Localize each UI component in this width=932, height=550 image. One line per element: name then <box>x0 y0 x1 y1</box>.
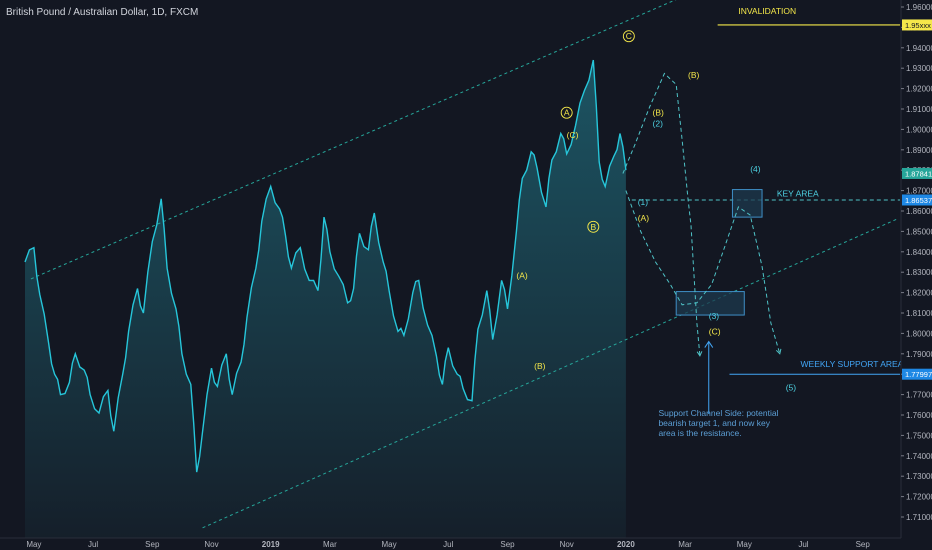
time-tick-label: 2020 <box>617 540 635 549</box>
wave-label[interactable]: (4) <box>750 164 761 174</box>
wave-annotations: INVALIDATION KEY AREA WEEKLY SUPPORT AREA C… <box>516 6 903 438</box>
wave-label[interactable]: (1) <box>638 197 649 207</box>
zone-boxes <box>675 189 763 316</box>
projection-paths <box>622 72 782 357</box>
time-tick-label: May <box>737 540 752 549</box>
price-tick-label: 1.94000 <box>906 44 932 53</box>
price-line-layer <box>24 59 627 473</box>
time-tick-label: Sep <box>856 540 871 549</box>
price-tag-last <box>902 167 932 179</box>
price-tick-label: 1.90000 <box>906 125 932 134</box>
time-tick-label: Sep <box>500 540 515 549</box>
note-arrowhead <box>704 340 714 348</box>
wave-label[interactable]: (C) <box>567 130 579 140</box>
time-tick-label: Jul <box>88 540 98 549</box>
time-tick-label: Mar <box>678 540 692 549</box>
wave-label-circle <box>622 30 635 43</box>
alt-projection-path[interactable] <box>622 72 701 356</box>
price-tick-label: 1.86000 <box>906 207 932 216</box>
price-tick-label: 1.79000 <box>906 350 932 359</box>
price-tag-label: 1.77997 <box>905 370 932 379</box>
price-tag-label: 1.86537 <box>905 196 932 205</box>
price-tag-label: 1.87841 <box>905 169 932 178</box>
wave-label[interactable]: (2) <box>653 119 664 129</box>
time-tick-label: Sep <box>145 540 160 549</box>
time-axis: May Jul Sep Nov 2019 Mar May Jul Sep Nov 2020 Mar Ma… <box>0 537 932 550</box>
wave-label[interactable]: (B) <box>534 361 546 371</box>
price-tick-label: 1.91000 <box>906 105 932 114</box>
time-tick-label: 2019 <box>262 540 280 549</box>
time-tick-label: Jul <box>798 540 808 549</box>
main-projection-path[interactable] <box>625 190 781 354</box>
wave-label[interactable]: A <box>564 108 570 118</box>
price-tick-label: 1.83000 <box>906 268 932 277</box>
price-tick-label: 1.76000 <box>906 411 932 420</box>
time-tick-label: Nov <box>560 540 574 549</box>
price-tag-key <box>902 194 932 206</box>
wave-label[interactable]: B <box>590 222 596 232</box>
wave-label[interactable]: (A) <box>638 213 650 223</box>
wave-label[interactable]: (C) <box>709 326 721 336</box>
price-area <box>25 60 626 538</box>
price-tick-label: 1.96000 <box>906 3 932 12</box>
price-axis: 1.960001.950001.940001.930001.920001.910… <box>900 0 932 550</box>
price-tick-label: 1.80000 <box>906 329 932 338</box>
time-tick-label: Mar <box>323 540 337 549</box>
price-axis-bg <box>901 0 932 550</box>
price-line <box>24 59 627 473</box>
level-lines <box>631 24 900 375</box>
chart-title: British Pound / Australian Dollar, 1D, F… <box>6 7 198 18</box>
time-tick-label: Nov <box>204 540 218 549</box>
time-tick-label: May <box>382 540 397 549</box>
alt-projection-path-arrowhead <box>696 351 703 357</box>
wave-label[interactable]: WEEKLY SUPPORT AREA <box>801 359 904 369</box>
wave-label[interactable]: (B) <box>688 70 700 80</box>
channel-lower-line[interactable] <box>202 218 899 529</box>
price-tick-label: 1.89000 <box>906 146 932 155</box>
price-tick-label: 1.85000 <box>906 227 932 236</box>
note-text-line: area is the resistance. <box>658 428 741 438</box>
time-tick-label: Jul <box>443 540 453 549</box>
wave-label[interactable]: (B) <box>653 108 665 118</box>
wave-label[interactable]: INVALIDATION <box>738 6 796 16</box>
price-tick-label: 1.82000 <box>906 289 932 298</box>
wave-label[interactable]: (A) <box>516 270 528 280</box>
wave-label-circle <box>560 106 573 119</box>
price-tick-label: 1.75000 <box>906 431 932 440</box>
time-tick-label: May <box>26 540 41 549</box>
price-tick-label: 1.87000 <box>906 187 932 196</box>
price-tick-label: 1.92000 <box>906 85 932 94</box>
price-tag-support <box>902 368 932 380</box>
target-box[interactable] <box>675 291 745 316</box>
wave-label[interactable]: C <box>626 31 632 41</box>
price-area-fill <box>25 60 626 538</box>
note-text-line: Support Channel Side: potential <box>658 408 778 418</box>
wave-label[interactable]: KEY AREA <box>777 189 819 199</box>
price-tick-label: 1.81000 <box>906 309 932 318</box>
wave-label[interactable]: (3) <box>709 311 720 321</box>
price-tick-label: 1.77000 <box>906 391 932 400</box>
price-tag-label: 1.95xxx <box>905 21 931 30</box>
time-axis-bg <box>0 538 932 550</box>
channel-lines <box>30 0 899 529</box>
price-tick-label: 1.73000 <box>906 472 932 481</box>
main-projection-path-arrowhead <box>775 348 782 355</box>
wave-label[interactable]: (5) <box>786 383 797 393</box>
wave-label-circle <box>587 220 600 233</box>
note-text-line: bearish target 1, and now key <box>658 418 770 428</box>
price-tick-label: 1.72000 <box>906 493 932 502</box>
price-tick-label: 1.74000 <box>906 452 932 461</box>
price-tag-invalidation <box>902 19 932 31</box>
price-tick-label: 1.93000 <box>906 64 932 73</box>
price-tick-label: 1.84000 <box>906 248 932 257</box>
price-tick-label: 1.71000 <box>906 513 932 522</box>
key-area-box[interactable] <box>731 189 763 218</box>
